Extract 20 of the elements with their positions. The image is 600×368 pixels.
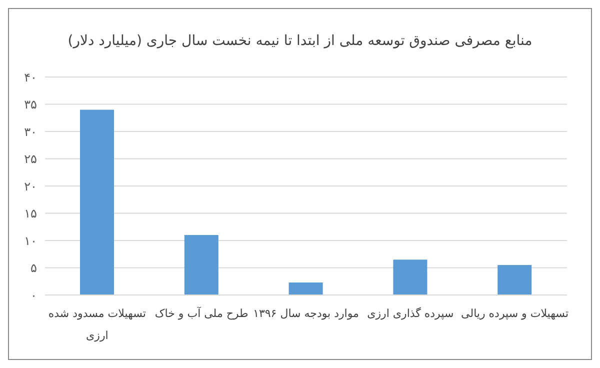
chart-title: منابع مصرفی صندوق توسعه ملی از ابتدا تا نیمه نخست سال جاری (میلیارد دلار) bbox=[66, 33, 534, 49]
bar bbox=[184, 235, 218, 295]
y-tick-label: ۴۰ bbox=[24, 70, 37, 84]
y-tick-label: ۱۰ bbox=[24, 234, 37, 248]
x-tick-label: تسهیلات و سپرده ریالی bbox=[461, 307, 569, 320]
bar bbox=[80, 110, 114, 295]
y-tick-label: ۲۰ bbox=[24, 179, 37, 194]
x-tick-label: تسهیلات مسدود شده ارزی bbox=[48, 307, 146, 342]
y-tick-label: ۱۵ bbox=[24, 206, 37, 221]
y-tick-label: ۲۵ bbox=[24, 152, 37, 166]
x-tick-label: سپرده گذاری ارزی bbox=[367, 307, 454, 320]
x-tick-label: موارد بودجه سال ۱۳۹۶ bbox=[253, 307, 360, 320]
y-tick-label: ۰ bbox=[30, 288, 37, 302]
y-tick-label: ۳۰ bbox=[24, 124, 37, 139]
bar bbox=[498, 265, 532, 295]
bar bbox=[393, 260, 428, 295]
y-tick-label: ۳۵ bbox=[24, 98, 37, 112]
bar bbox=[288, 282, 323, 295]
x-tick-label: طرح ملی آب و خاک bbox=[154, 306, 249, 320]
y-tick-label: ۵ bbox=[30, 261, 37, 276]
